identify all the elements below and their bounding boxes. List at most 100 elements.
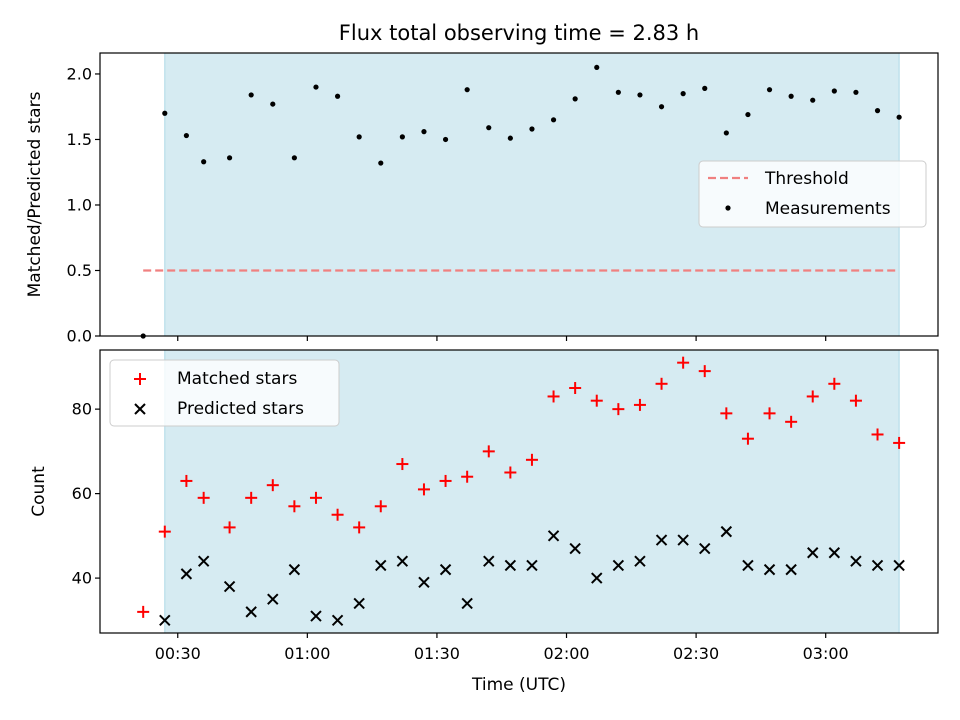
predicted-star-point	[699, 542, 711, 555]
measurement-point	[291, 155, 297, 161]
predicted-star-point	[763, 563, 776, 576]
legend-measurements-swatch	[725, 205, 731, 211]
matched-star-point	[763, 407, 776, 420]
measurement-point	[442, 136, 449, 143]
measurement-point	[486, 125, 492, 131]
predicted-star-point	[267, 593, 279, 605]
predicted-star-point	[677, 534, 689, 546]
predicted-star-point	[893, 559, 905, 572]
matched-star-point	[197, 491, 210, 504]
top-y-tick-label: 1.5	[67, 130, 92, 149]
predicted-star-point	[483, 555, 495, 567]
predicted-star-point	[461, 597, 473, 610]
matched-star-point	[331, 508, 344, 521]
measurement-point	[226, 155, 233, 161]
measurement-point	[658, 104, 665, 110]
predicted-star-point	[591, 572, 603, 584]
measurement-point	[421, 129, 427, 135]
top-y-tick-label: 0.5	[67, 261, 92, 280]
predicted-star-point	[375, 559, 387, 572]
matched-star-point	[396, 458, 409, 471]
predicted-star-point	[288, 563, 301, 576]
top-y-tick-label: 0.0	[67, 327, 92, 346]
top-axis-ticks: 0.0 0.5 1.0 1.5 2.0	[67, 64, 827, 346]
measurement-point	[334, 93, 341, 99]
chart-title: Flux total observing time = 2.83 h	[339, 21, 699, 45]
measurement-point	[572, 96, 578, 102]
predicted-star-point	[197, 555, 210, 567]
matched-star-point	[677, 356, 690, 369]
measurement-point	[788, 93, 794, 99]
matched-star-point	[137, 605, 150, 618]
matched-star-point	[785, 415, 798, 428]
measurement-point	[464, 87, 470, 93]
measurement-point	[745, 111, 751, 118]
measurement-point	[615, 89, 621, 95]
predicted-star-point	[742, 559, 754, 572]
predicted-star-point	[245, 606, 257, 618]
predicted-star-point	[634, 555, 646, 567]
matched-star-point	[482, 445, 495, 458]
predicted-star-point	[396, 555, 409, 567]
predicted-star-point	[180, 568, 193, 580]
matched-star-point	[245, 491, 258, 504]
measurement-point	[594, 64, 600, 71]
measurement-point	[162, 110, 168, 116]
top-y-tick-label: 2.0	[67, 64, 92, 83]
predicted-star-point	[223, 580, 236, 593]
matched-star-point	[223, 521, 236, 534]
measurement-point	[183, 132, 189, 139]
x-tick-label: 02:00	[543, 644, 589, 663]
measurement-point	[248, 92, 254, 98]
x-tick-label: 03:00	[803, 644, 849, 663]
predicted-star-point	[871, 559, 884, 572]
matched-star-point	[806, 390, 819, 403]
matched-star-point	[439, 474, 452, 487]
x-tick-label: 02:30	[673, 644, 719, 663]
bottom-y-axis-label: Count	[29, 466, 49, 517]
matched-star-point	[461, 470, 474, 483]
bottom-y-tick-label: 40	[72, 569, 92, 588]
bottom-axis-ticks: 40 60 80 00:30 01:00 01:30 02:00 02:30 03:00	[72, 400, 849, 663]
measurement-point	[810, 97, 816, 103]
matched-star-point	[893, 436, 906, 449]
matched-star-point	[633, 398, 646, 411]
matched-star-point	[698, 365, 711, 378]
predicted-star-point	[828, 547, 841, 559]
predicted-star-point	[159, 614, 171, 627]
matched-star-point	[871, 428, 884, 441]
predicted-star-point	[331, 614, 344, 627]
bottom-y-tick-label: 60	[72, 484, 92, 503]
matched-star-point	[158, 525, 171, 538]
measurement-point	[313, 84, 319, 90]
measurement-point	[550, 117, 557, 123]
predicted-star-point	[526, 559, 538, 572]
measurement-point	[637, 92, 643, 98]
predicted-star-point	[850, 555, 862, 567]
matched-star-point	[612, 403, 625, 416]
measurement-point	[896, 114, 902, 120]
x-tick-label: 00:30	[155, 644, 201, 663]
predicted-star-point	[612, 559, 625, 572]
predicted-star-point	[569, 542, 581, 555]
measurement-point	[680, 91, 686, 97]
matched-star-point	[417, 483, 430, 496]
measurement-point	[702, 85, 708, 91]
top-legend[interactable]: Threshold Measurements	[698, 160, 927, 228]
legend-predicted-swatch	[134, 403, 146, 415]
matched-star-point	[525, 453, 538, 466]
legend-threshold-label: Threshold	[764, 169, 849, 189]
predicted-star-point	[547, 530, 560, 542]
measurement-point	[723, 130, 729, 136]
legend-measurements-label: Measurements	[765, 199, 891, 219]
predicted-star-point	[439, 563, 452, 576]
bottom-legend[interactable]: Matched stars Predicted stars	[109, 359, 340, 427]
legend-matched-swatch	[134, 373, 146, 385]
matched-star-point	[720, 407, 733, 420]
measurement-point	[507, 135, 513, 141]
predicted-star-point	[504, 559, 517, 572]
legend-predicted-label: Predicted stars	[177, 399, 304, 419]
matched-star-point	[849, 394, 862, 407]
matched-star-point	[180, 474, 193, 487]
